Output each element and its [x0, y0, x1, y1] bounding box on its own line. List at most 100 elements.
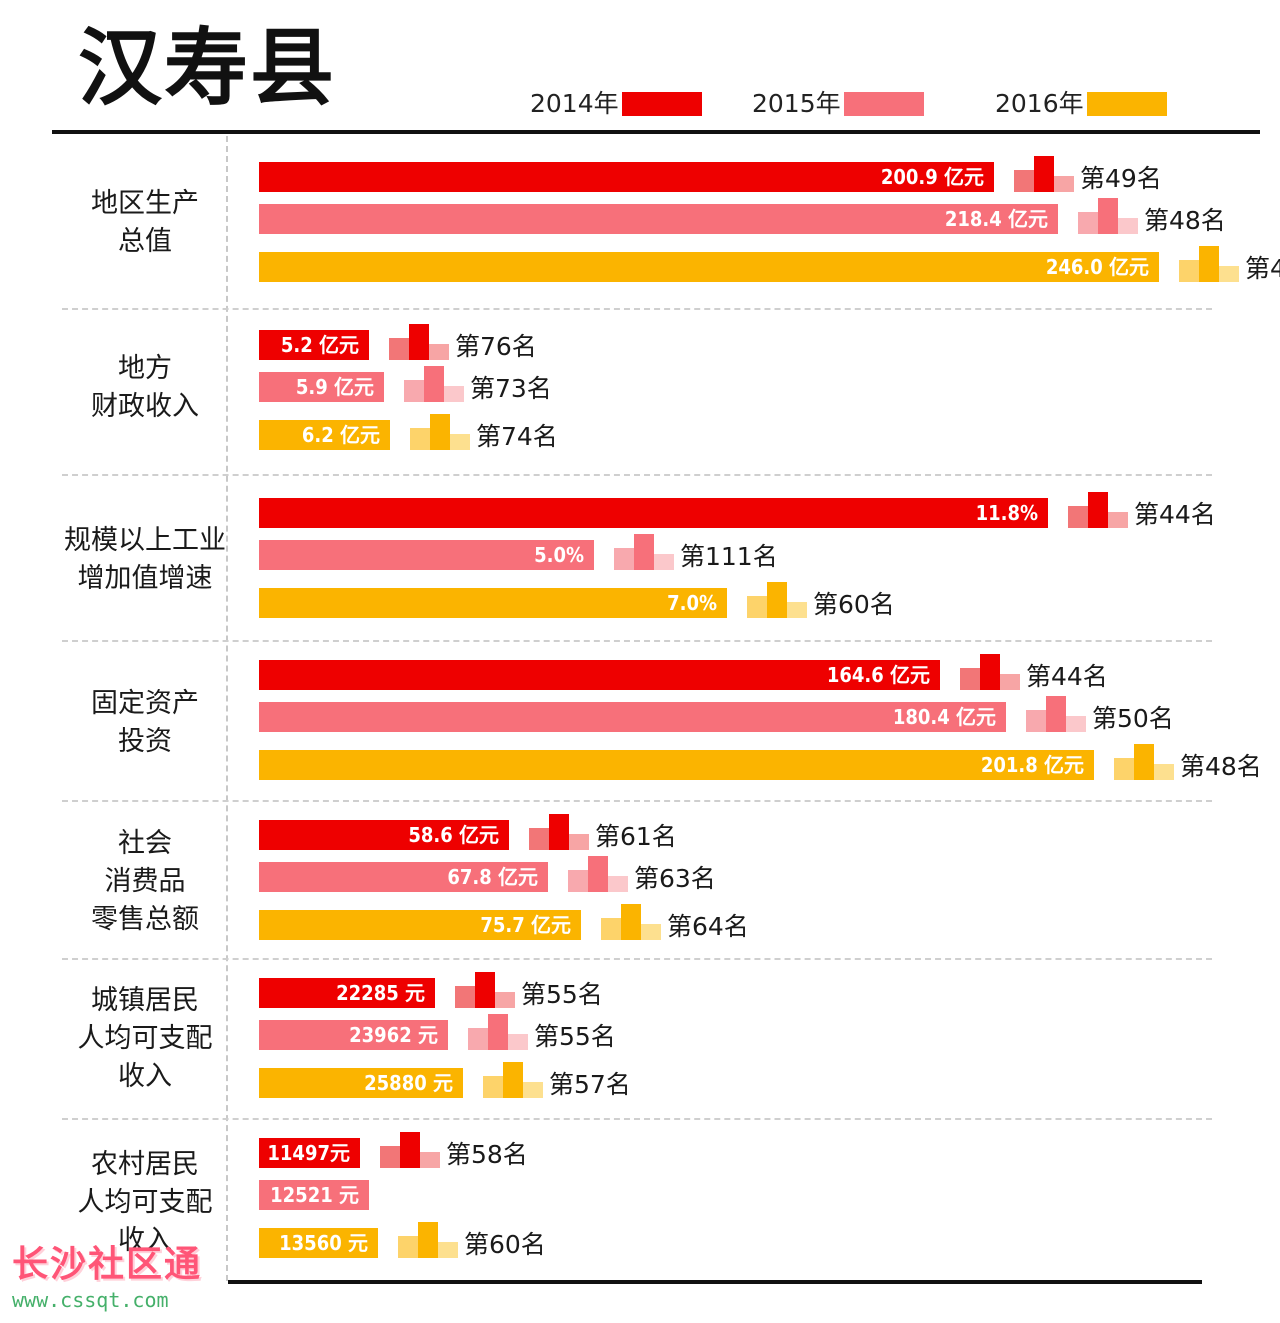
rank-label: 第60名: [464, 1230, 546, 1259]
bar-2014: 11.8%: [259, 498, 1048, 528]
rank-icon-bar: [503, 1062, 523, 1098]
category-label-line: 消费品: [104, 866, 186, 897]
category-label-line: 增加值增速: [77, 563, 213, 594]
category-label-line: 总值: [118, 226, 172, 257]
rank-icon-bar: [601, 918, 621, 940]
bar-2016: 75.7 亿元: [259, 910, 581, 940]
rank-icon-bar: [455, 986, 475, 1008]
legend-label-2014: 2014年: [530, 89, 619, 118]
rank-icon-bar: [1098, 198, 1118, 234]
bar-2014: 22285 元: [259, 978, 435, 1008]
category-label-line: 规模以上工业: [64, 525, 226, 556]
bar-2015: 67.8 亿元: [259, 862, 548, 892]
bottom-rule: [228, 1280, 1202, 1284]
rank-icon-bar: [588, 856, 608, 892]
category-label-line: 农村居民: [91, 1149, 199, 1180]
legend-item-2016: 2016年: [995, 88, 1170, 120]
rank-icon-bar: [767, 582, 787, 618]
rank-icon-bar: [1034, 156, 1054, 192]
bar-2014: 164.6 亿元: [259, 660, 940, 690]
bar-value-label: 200.9 亿元: [880, 165, 984, 189]
rank-icon-bar: [389, 338, 409, 360]
bar-value-label: 246.0 亿元: [1045, 255, 1149, 279]
bar-2014: 58.6 亿元: [259, 820, 509, 850]
legend-swatch-2014: [622, 92, 702, 116]
bar-value-label: 13560 元: [279, 1231, 368, 1255]
rank-icon-bar: [523, 1082, 543, 1098]
rank-icon-bar: [429, 344, 449, 360]
rank-bars-icon: [1026, 696, 1088, 732]
rank-bars-icon: [389, 324, 451, 360]
category-label-line: 人均可支配: [77, 1023, 213, 1054]
category-label: 农村居民 人均可支配 收入: [50, 1146, 240, 1260]
bar-2015: 23962 元: [259, 1020, 448, 1050]
rank-label: 第111名: [680, 542, 778, 571]
bar-2016: 6.2 亿元: [259, 420, 390, 450]
bar-2015: 5.0%: [259, 540, 594, 570]
rank-label: 第64名: [667, 912, 749, 941]
category-label-line: 投资: [118, 726, 172, 757]
group-separator: [62, 800, 1212, 802]
watermark-url: www.cssqt.com: [12, 1288, 169, 1312]
bar-2015: 12521 元: [259, 1180, 369, 1210]
rank-icon-bar: [980, 654, 1000, 690]
category-label: 规模以上工业 增加值增速: [50, 522, 240, 598]
bar-value-label: 25880 元: [364, 1071, 453, 1095]
rank-icon-bar: [380, 1146, 400, 1168]
rank-label: 第73名: [470, 374, 552, 403]
bar-2015: 180.4 亿元: [259, 702, 1006, 732]
bar-value-label: 75.7 亿元: [480, 913, 571, 937]
bar-value-label: 5.0%: [534, 543, 584, 567]
bar-value-label: 164.6 亿元: [826, 663, 930, 687]
bar-2014: 11497元: [259, 1138, 360, 1168]
label-divider: [226, 136, 228, 1281]
rank-bars-icon: [398, 1222, 460, 1258]
rank-bars-icon: [404, 366, 466, 402]
bar-value-label: 6.2 亿元: [301, 423, 380, 447]
category-label-line: 零售总额: [91, 904, 199, 935]
legend-label-2016: 2016年: [995, 89, 1084, 118]
rank-icon-bar: [430, 414, 450, 450]
bar-2016: 7.0%: [259, 588, 727, 618]
rank-icon-bar: [1000, 674, 1020, 690]
rank-icon-bar: [424, 366, 444, 402]
rank-icon-bar: [1068, 506, 1088, 528]
legend-swatch-2015: [844, 92, 924, 116]
rank-icon-bar: [1088, 492, 1108, 528]
rank-bars-icon: [601, 904, 663, 940]
rank-label: 第55名: [521, 980, 603, 1009]
group-separator: [62, 958, 1212, 960]
rank-icon-bar: [569, 834, 589, 850]
rank-icon-bar: [960, 668, 980, 690]
group-separator: [62, 1118, 1212, 1120]
category-label-line: 固定资产: [91, 688, 199, 719]
bar-value-label: 201.8 亿元: [980, 753, 1084, 777]
bar-2016: 13560 元: [259, 1228, 378, 1258]
rank-icon-bar: [634, 534, 654, 570]
rank-icon-bar: [654, 554, 674, 570]
rank-bars-icon: [529, 814, 591, 850]
category-label-line: 地区生产: [91, 188, 199, 219]
category-label: 城镇居民 人均可支配 收入: [50, 982, 240, 1096]
rank-icon-bar: [1078, 212, 1098, 234]
bar-2015: 218.4 亿元: [259, 204, 1058, 234]
rank-label: 第44名: [1134, 500, 1216, 529]
watermark: 长沙社区通 www.cssqt.com: [12, 1244, 222, 1312]
group-separator: [62, 640, 1212, 642]
rank-icon-bar: [608, 876, 628, 892]
rank-icon-bar: [549, 814, 569, 850]
rank-icon-bar: [568, 870, 588, 892]
rank-icon-bar: [1114, 758, 1134, 780]
rank-icon-bar: [1026, 710, 1046, 732]
legend-label-2015: 2015年: [752, 89, 841, 118]
rank-bars-icon: [1068, 492, 1130, 528]
rank-icon-bar: [488, 1014, 508, 1050]
bar-2016: 201.8 亿元: [259, 750, 1094, 780]
bar-value-label: 5.2 亿元: [280, 333, 359, 357]
rank-icon-bar: [409, 324, 429, 360]
legend-item-2014: 2014年: [530, 88, 705, 120]
bar-value-label: 23962 元: [349, 1023, 438, 1047]
bar-value-label: 218.4 亿元: [944, 207, 1048, 231]
rank-bars-icon: [380, 1132, 442, 1168]
legend-item-2015: 2015年: [752, 88, 927, 120]
